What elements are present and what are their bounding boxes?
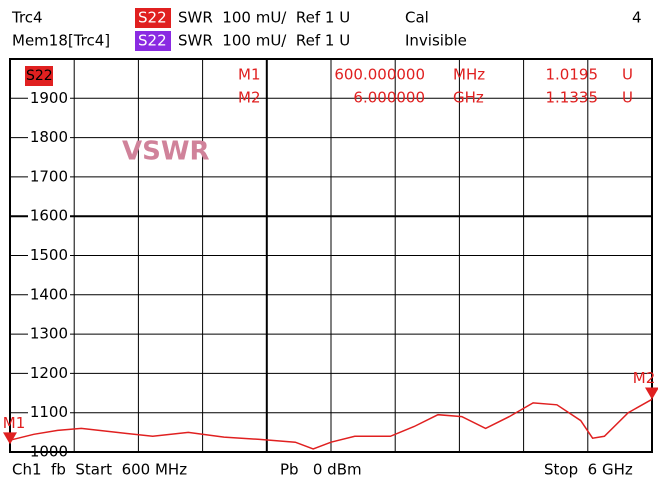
- marker-value: 1.1335: [546, 89, 599, 107]
- y-tick-label: 1900: [30, 89, 68, 107]
- y-tick-label: 1600: [30, 207, 68, 225]
- marker-x: 6.000000: [353, 89, 425, 107]
- y-tick-label: 1400: [30, 285, 68, 303]
- trace: [9, 398, 653, 450]
- label-bg: [28, 286, 70, 303]
- footer-right: Stop 6 GHz: [544, 461, 633, 479]
- marker-x-unit: GHz: [453, 89, 484, 107]
- marker-value: 1.0195: [546, 66, 599, 84]
- y-tick-label: 1500: [30, 246, 68, 264]
- label-bg: [28, 365, 70, 382]
- trace-number: 4: [632, 9, 642, 27]
- frame: [9, 58, 653, 453]
- marker-value-unit: U: [622, 66, 633, 84]
- y-tick-label: 1700: [30, 167, 68, 185]
- marker-x: 600.000000: [334, 66, 425, 84]
- y-tick-label: 1800: [30, 128, 68, 146]
- param: S22: [138, 9, 167, 27]
- marker-x-unit: MHz: [453, 66, 485, 84]
- param-badge: [135, 8, 171, 28]
- label-bg: [28, 90, 70, 107]
- watermark: VSWR: [122, 137, 210, 167]
- trace-name: Trc4: [11, 9, 43, 27]
- format: SWR 100 mU/ Ref 1 U: [178, 9, 350, 27]
- plot: 1000110012001300140015001600170018001900…: [3, 58, 658, 461]
- label-bg: [28, 208, 70, 225]
- marker-label: M1: [238, 66, 261, 84]
- label-bg: [28, 168, 70, 185]
- marker-tag: M1: [3, 414, 26, 432]
- state: Cal: [405, 9, 429, 27]
- y-tick-label: 1200: [30, 364, 68, 382]
- badge-bg: [25, 66, 53, 86]
- format: SWR 100 mU/ Ref 1 U: [178, 32, 350, 50]
- trace-name: Mem18[Trc4]: [12, 32, 110, 50]
- marker-label: M2: [238, 89, 261, 107]
- state: Invisible: [405, 32, 467, 50]
- label-bg: [28, 404, 70, 421]
- marker-tag: M2: [633, 369, 656, 387]
- y-tick-label: 1300: [30, 325, 68, 343]
- label-bg: [28, 247, 70, 264]
- marker-value-unit: U: [622, 89, 633, 107]
- param-badge: [135, 31, 171, 51]
- y-tick-label: 1100: [30, 403, 68, 421]
- footer-left: Ch1 fb Start 600 MHz: [12, 461, 187, 479]
- label-bg: [28, 129, 70, 146]
- label-bg: [28, 326, 70, 343]
- param: S22: [138, 32, 167, 50]
- marker: [645, 387, 658, 400]
- marker: [3, 432, 17, 445]
- badge: S22: [26, 68, 53, 84]
- footer-center: Pb 0 dBm: [280, 461, 362, 479]
